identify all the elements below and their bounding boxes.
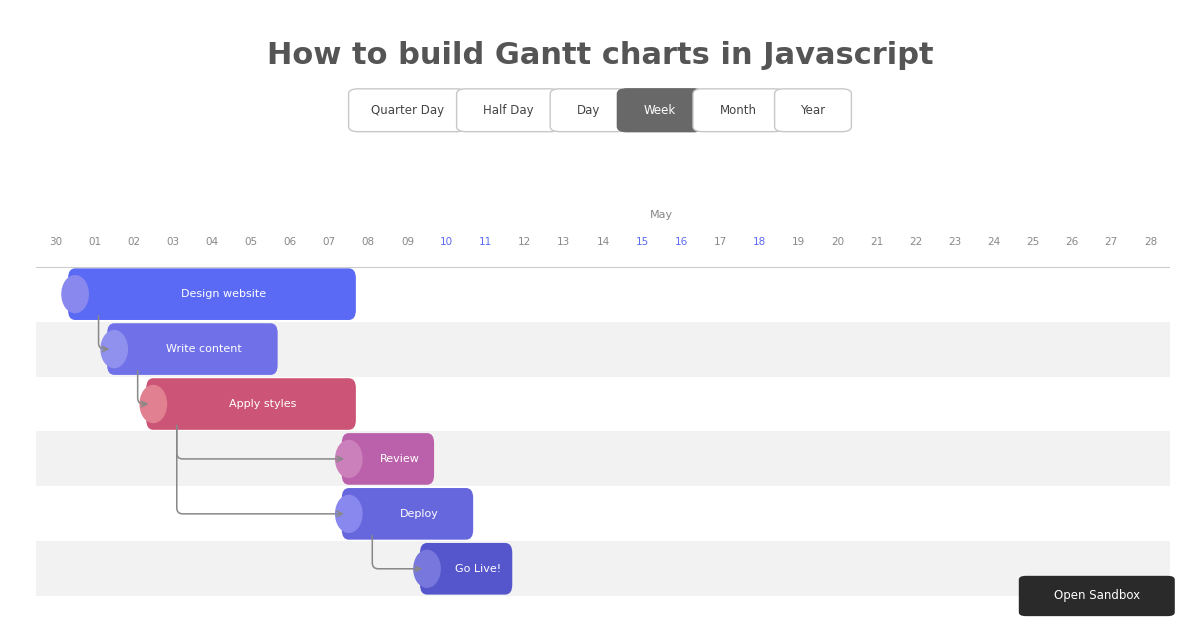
- Circle shape: [101, 331, 127, 367]
- Text: 08: 08: [362, 237, 374, 247]
- Bar: [36, 322, 1170, 377]
- Text: Quarter Day: Quarter Day: [371, 104, 444, 117]
- Circle shape: [336, 440, 362, 478]
- FancyBboxPatch shape: [420, 543, 512, 595]
- Text: 07: 07: [323, 237, 336, 247]
- Text: 13: 13: [557, 237, 570, 247]
- Text: Apply styles: Apply styles: [229, 399, 296, 409]
- Text: Half Day: Half Day: [482, 104, 534, 117]
- Circle shape: [414, 550, 440, 587]
- Text: How to build Gantt charts in Javascript: How to build Gantt charts in Javascript: [266, 41, 934, 70]
- Text: Day: Day: [577, 104, 600, 117]
- Text: Week: Week: [644, 104, 676, 117]
- Circle shape: [62, 276, 89, 312]
- FancyBboxPatch shape: [146, 378, 356, 430]
- Bar: [36, 377, 1170, 432]
- Text: Design website: Design website: [181, 289, 266, 299]
- Text: 20: 20: [832, 237, 844, 247]
- Bar: [36, 432, 1170, 486]
- Text: 04: 04: [205, 237, 218, 247]
- Bar: [36, 541, 1170, 596]
- Text: Year: Year: [800, 104, 826, 117]
- FancyBboxPatch shape: [342, 488, 473, 540]
- Text: 23: 23: [948, 237, 961, 247]
- Text: 21: 21: [870, 237, 883, 247]
- Text: 30: 30: [49, 237, 62, 247]
- Text: 18: 18: [752, 237, 766, 247]
- Circle shape: [140, 386, 167, 423]
- Text: 06: 06: [283, 237, 296, 247]
- Text: 02: 02: [127, 237, 140, 247]
- Text: 12: 12: [518, 237, 532, 247]
- Text: 10: 10: [440, 237, 454, 247]
- Bar: [36, 486, 1170, 541]
- Text: Write content: Write content: [167, 344, 242, 354]
- Bar: [36, 266, 1170, 322]
- Text: 22: 22: [910, 237, 923, 247]
- Text: Deploy: Deploy: [400, 509, 439, 519]
- Text: 14: 14: [596, 237, 610, 247]
- Text: 25: 25: [1026, 237, 1039, 247]
- FancyBboxPatch shape: [68, 268, 356, 320]
- Text: 01: 01: [88, 237, 101, 247]
- Text: 16: 16: [674, 237, 688, 247]
- Text: Go Live!: Go Live!: [455, 564, 500, 574]
- Text: 24: 24: [988, 237, 1001, 247]
- Text: 17: 17: [714, 237, 727, 247]
- Text: Open Sandbox: Open Sandbox: [1054, 590, 1140, 602]
- FancyBboxPatch shape: [342, 433, 434, 484]
- Text: 11: 11: [479, 237, 492, 247]
- Text: 28: 28: [1144, 237, 1157, 247]
- Text: 27: 27: [1105, 237, 1118, 247]
- Text: 05: 05: [245, 237, 258, 247]
- Circle shape: [336, 495, 362, 532]
- Text: 19: 19: [792, 237, 805, 247]
- Text: 03: 03: [167, 237, 180, 247]
- Text: 15: 15: [636, 237, 649, 247]
- Text: May: May: [650, 210, 673, 219]
- Text: 26: 26: [1066, 237, 1079, 247]
- Text: Month: Month: [720, 104, 757, 117]
- Text: Review: Review: [379, 454, 420, 464]
- Text: 09: 09: [401, 237, 414, 247]
- FancyBboxPatch shape: [107, 323, 277, 375]
